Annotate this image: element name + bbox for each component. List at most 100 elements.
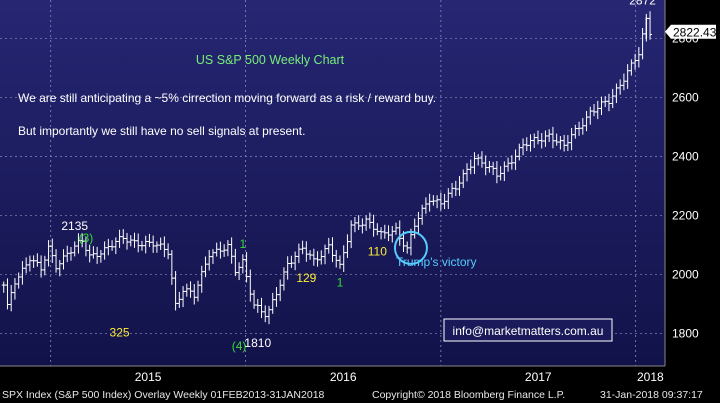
ohlc-bar bbox=[483, 155, 488, 176]
footer-bar: SPX Index (S&P 500 Index) Overlay Weekly… bbox=[0, 387, 720, 403]
wave-label: 1 bbox=[239, 237, 246, 251]
ohlc-bar bbox=[364, 215, 369, 231]
ohlc-bar bbox=[192, 283, 197, 305]
email-link[interactable]: info@marketmatters.com.au bbox=[453, 324, 604, 338]
ohlc-bar bbox=[603, 96, 608, 108]
ohlc-bar bbox=[87, 244, 92, 263]
ohlc-bar bbox=[648, 11, 653, 40]
ohlc-bar bbox=[633, 53, 638, 70]
ohlc-bar bbox=[225, 240, 230, 257]
ohlc-bar bbox=[416, 211, 421, 234]
ohlc-bar bbox=[506, 157, 511, 172]
ohlc-bar bbox=[438, 192, 443, 211]
ohlc-bar bbox=[274, 287, 279, 307]
wave-labels: 2135(3) 325 (4)1810 1 129 1 110 2872 bbox=[61, 0, 656, 353]
ohlc-bar bbox=[132, 232, 137, 248]
ohlc-bar bbox=[341, 245, 346, 272]
ohlc-bar bbox=[244, 252, 249, 283]
wave-label: 325 bbox=[110, 325, 130, 339]
ohlc-bar bbox=[345, 234, 350, 258]
ohlc-bar bbox=[65, 245, 70, 263]
ohlc-bar bbox=[102, 241, 107, 260]
ohlc-bar bbox=[592, 103, 597, 117]
ohlc-bar bbox=[394, 222, 399, 235]
ohlc-bar bbox=[68, 247, 73, 261]
ohlc-bar bbox=[210, 249, 215, 264]
ohlc-bar bbox=[550, 126, 555, 149]
x-axis: 2015 2016 2017 2018 bbox=[0, 365, 720, 387]
ohlc-bar bbox=[461, 169, 466, 189]
ohlc-bar bbox=[524, 137, 529, 152]
ohlc-bar bbox=[203, 256, 208, 278]
y-tick-label: 2200 bbox=[672, 208, 699, 222]
ohlc-bar bbox=[479, 151, 484, 168]
ohlc-bar bbox=[214, 242, 219, 257]
ohlc-bar bbox=[181, 286, 186, 308]
email-box bbox=[443, 318, 613, 342]
ohlc-bar bbox=[509, 155, 514, 170]
x-tick-label: 2015 bbox=[135, 370, 162, 384]
ohlc-bar bbox=[323, 244, 328, 265]
ohlc-bar bbox=[431, 195, 436, 206]
ohlc-bar bbox=[177, 291, 182, 308]
ohlc-bar bbox=[121, 229, 126, 244]
ohlc-bar bbox=[143, 235, 148, 254]
ohlc-bar bbox=[577, 121, 582, 136]
ohlc-bar bbox=[300, 240, 305, 255]
y-tick-label: 2400 bbox=[672, 149, 699, 163]
wave-label: 2135 bbox=[61, 219, 88, 233]
ohlc-bar bbox=[502, 161, 507, 182]
ohlc-bar bbox=[528, 134, 533, 152]
ohlc-bar bbox=[487, 160, 492, 173]
ohlc-bar bbox=[625, 64, 630, 89]
ohlc-bar bbox=[569, 127, 574, 151]
ohlc-bar bbox=[580, 118, 585, 135]
spx-weekly-chart: 180020002200240026002800 201520162017201… bbox=[0, 0, 720, 387]
ohlc-bar bbox=[76, 233, 81, 254]
ohlc-bar bbox=[535, 130, 540, 145]
annotation-line-2: But importantly we still have no sell si… bbox=[18, 124, 305, 138]
ohlc-bar bbox=[606, 93, 611, 112]
y-tick-label: 2000 bbox=[672, 268, 699, 282]
last-price-tag: 2822.43 bbox=[665, 24, 717, 39]
ohlc-bar bbox=[468, 159, 473, 175]
ohlc-bar bbox=[72, 241, 77, 257]
ohlc-bar bbox=[532, 133, 537, 148]
plot-area bbox=[0, 0, 665, 366]
ohlc-bar bbox=[330, 237, 335, 263]
ohlc-bar bbox=[125, 232, 130, 250]
ohlc-bar bbox=[472, 152, 477, 175]
wave-label: (3) bbox=[79, 231, 94, 245]
ohlc-bar bbox=[196, 280, 201, 302]
wave-label: 110 bbox=[368, 244, 387, 258]
ohlc-bar bbox=[435, 195, 440, 209]
ohlc-bar bbox=[259, 297, 264, 319]
ohlc-bar bbox=[184, 283, 189, 297]
ohlc-bar bbox=[412, 218, 417, 239]
x-tick-label: 2017 bbox=[525, 370, 552, 384]
ohlc-bar bbox=[46, 240, 51, 267]
ohlc-bar bbox=[356, 215, 361, 230]
ohlc-bar bbox=[547, 129, 552, 142]
ohlc-bar bbox=[147, 233, 152, 247]
ohlc-bar bbox=[442, 193, 447, 210]
ohlc-bar bbox=[110, 240, 115, 251]
ohlc-bar bbox=[207, 250, 212, 271]
ohlc-bar bbox=[229, 237, 234, 264]
trump-victory-circle bbox=[393, 230, 428, 265]
ohlc-bar bbox=[498, 166, 503, 181]
x-axis-band bbox=[0, 366, 720, 387]
ohlc-bar bbox=[423, 197, 428, 214]
ohlc-bar bbox=[375, 223, 380, 236]
ohlc-bar bbox=[584, 111, 589, 132]
ohlc-bar bbox=[390, 225, 395, 243]
chart-title: US S&P 500 Weekly Chart bbox=[196, 53, 345, 67]
ohlc-bar bbox=[405, 241, 410, 254]
ohlc-bar bbox=[588, 106, 593, 125]
ohlc-bar bbox=[319, 250, 324, 265]
ohlc-bar bbox=[5, 278, 10, 310]
ohlc-bar bbox=[139, 240, 144, 251]
ohlc-bar bbox=[494, 161, 499, 184]
ohlc-bar bbox=[113, 237, 118, 255]
ohlc-bar bbox=[296, 243, 301, 264]
